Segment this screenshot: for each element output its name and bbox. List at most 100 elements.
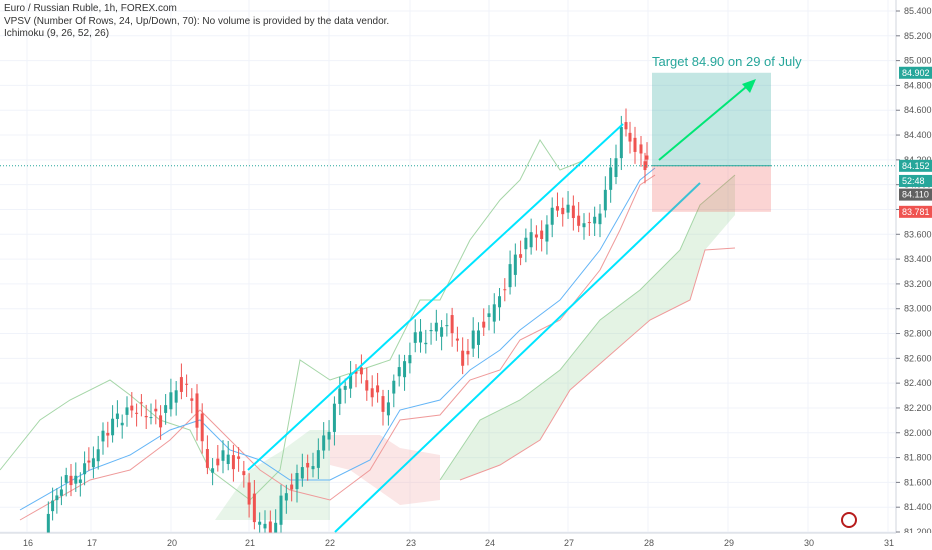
kijun-line bbox=[19, 174, 656, 521]
candle-body bbox=[471, 330, 475, 349]
candle-body bbox=[322, 435, 326, 451]
candle-body bbox=[561, 207, 565, 215]
candle-body bbox=[83, 463, 87, 475]
candle-body bbox=[354, 371, 358, 374]
candle-body bbox=[87, 460, 91, 463]
candle-body bbox=[327, 431, 331, 440]
time-tick-label: 28 bbox=[644, 538, 654, 548]
price-badge-label: 83.781 bbox=[902, 207, 930, 217]
time-tick-label: 27 bbox=[564, 538, 574, 548]
tradingview-badge-icon[interactable] bbox=[841, 512, 857, 528]
price-badge bbox=[899, 66, 932, 79]
candle-body bbox=[440, 327, 444, 337]
candle-body bbox=[221, 450, 225, 461]
candle-body bbox=[226, 454, 230, 465]
candle-body bbox=[376, 385, 380, 393]
candle-body bbox=[529, 232, 533, 248]
candle-body bbox=[461, 350, 465, 366]
legend-vpsv: VPSV (Number Of Rows, 24, Up/Down, 70): … bbox=[4, 15, 390, 27]
candle-body bbox=[111, 418, 115, 436]
time-axis: 16 17 20 21 22 23 24 27 28 29 30 31 bbox=[0, 532, 932, 550]
time-axis-bg bbox=[0, 533, 932, 550]
price-tick-label: 83.000 bbox=[904, 304, 932, 314]
candle-body bbox=[633, 137, 637, 152]
candle-body bbox=[645, 155, 649, 160]
candle-body bbox=[365, 380, 369, 391]
candle-body bbox=[55, 495, 59, 501]
price-tick-label: 81.600 bbox=[904, 477, 932, 487]
candle-body bbox=[397, 367, 401, 377]
candle-body bbox=[300, 467, 304, 479]
price-axis: 81.200 81.400 81.600 81.800 82.000 82.200 82.4… bbox=[895, 0, 932, 550]
chikou-line bbox=[0, 139, 586, 501]
candle-body bbox=[429, 329, 433, 332]
senkou-a-line bbox=[439, 174, 736, 481]
price-tick-label: 81.800 bbox=[904, 453, 932, 463]
price-badge-label: 84.902 bbox=[902, 68, 930, 78]
candle-body bbox=[174, 390, 178, 403]
channel-upper-line bbox=[247, 123, 624, 471]
candle-body bbox=[359, 367, 363, 375]
time-tick-label: 29 bbox=[724, 538, 734, 548]
candle-body bbox=[91, 458, 95, 468]
candle-body bbox=[419, 331, 423, 343]
time-tick-label: 22 bbox=[325, 538, 335, 548]
senkou-b-line bbox=[459, 247, 736, 481]
price-tick-label: 82.200 bbox=[904, 403, 932, 413]
channel-lower-line bbox=[334, 182, 701, 533]
candle-body bbox=[237, 456, 241, 459]
candle-body bbox=[524, 237, 528, 250]
candle-body bbox=[614, 158, 618, 178]
candle-body bbox=[566, 204, 570, 213]
candle-body bbox=[508, 264, 512, 288]
candle-body bbox=[370, 388, 374, 398]
candle-body bbox=[381, 396, 385, 412]
candle-body bbox=[555, 206, 559, 211]
candle-body bbox=[290, 484, 294, 490]
candle-body bbox=[424, 342, 428, 345]
candle-body bbox=[46, 513, 50, 537]
candle-body bbox=[466, 350, 470, 355]
candle-body bbox=[413, 332, 417, 343]
price-tick-label: 81.200 bbox=[904, 527, 932, 537]
candle-body bbox=[154, 408, 158, 412]
candle-body bbox=[598, 213, 602, 225]
candle-body bbox=[295, 472, 299, 490]
candle-body bbox=[195, 393, 199, 428]
candle-body bbox=[550, 207, 554, 225]
candle-body bbox=[120, 422, 124, 426]
candle-body bbox=[332, 403, 336, 432]
stop-zone bbox=[652, 165, 771, 212]
candle-body bbox=[476, 330, 480, 345]
price-tick-label: 82.000 bbox=[904, 428, 932, 438]
candles bbox=[46, 108, 649, 550]
ichimoku-cloud bbox=[215, 174, 736, 520]
time-tick-label: 24 bbox=[485, 538, 495, 548]
candle-body bbox=[545, 224, 549, 242]
time-tick-label: 20 bbox=[167, 538, 177, 548]
candle-body bbox=[343, 385, 347, 390]
candle-body bbox=[349, 374, 353, 389]
time-tick-label: 30 bbox=[804, 538, 814, 548]
candle-body bbox=[101, 430, 105, 442]
candle-body bbox=[96, 449, 100, 462]
target-arrow-head bbox=[742, 79, 756, 93]
time-tick-label: 21 bbox=[245, 538, 255, 548]
target-annotation: Target 84.90 on 29 of July bbox=[652, 54, 802, 69]
price-badge bbox=[899, 205, 932, 218]
candle-body bbox=[455, 338, 459, 341]
candle-body bbox=[593, 216, 597, 224]
candle-body bbox=[115, 413, 119, 419]
candle-body bbox=[284, 493, 288, 501]
candle-body bbox=[247, 482, 251, 505]
candle-body bbox=[392, 380, 396, 394]
candle-body bbox=[74, 475, 78, 484]
price-tick-label: 82.400 bbox=[904, 378, 932, 388]
cloud-bearish bbox=[330, 435, 440, 505]
candle-body bbox=[216, 458, 220, 466]
target-arrow-line bbox=[658, 81, 753, 161]
candle-body bbox=[169, 392, 173, 410]
candle-body bbox=[534, 234, 538, 238]
candle-body bbox=[185, 383, 189, 385]
